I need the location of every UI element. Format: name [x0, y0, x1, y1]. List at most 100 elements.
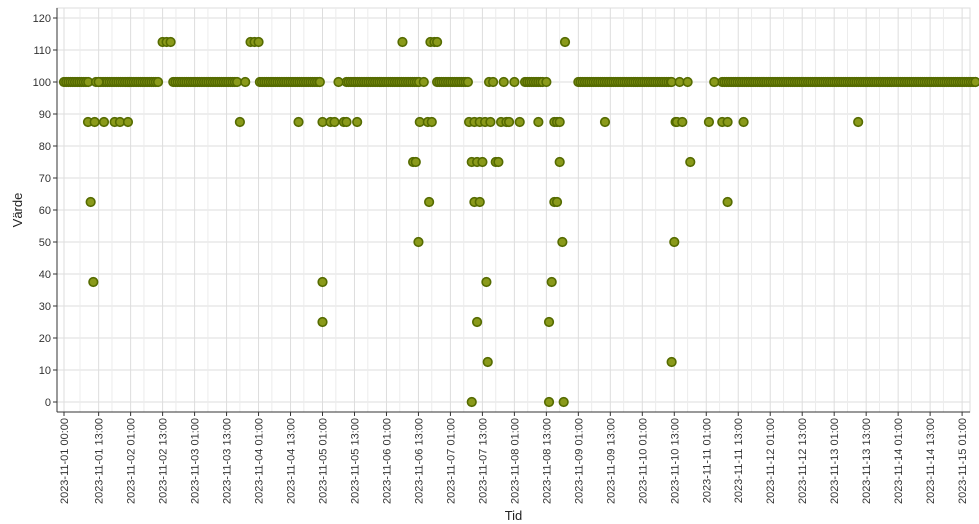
x-tick-label: 2023-11-06 01:00: [381, 418, 393, 504]
y-tick-label: 40: [39, 269, 51, 281]
y-tick-label: 0: [45, 397, 51, 409]
x-tick-label: 2023-11-10 13:00: [669, 418, 681, 504]
y-tick-label: 50: [39, 237, 51, 249]
x-tick-label: 2023-11-11 01:00: [701, 418, 713, 503]
y-tick-label: 120: [33, 13, 51, 25]
data-point: [666, 356, 677, 368]
x-tick-label: 2023-11-07 13:00: [477, 418, 489, 504]
x-tick-label: 2023-11-04 01:00: [254, 418, 266, 504]
data-point: [418, 76, 429, 88]
x-tick-label: 2023-11-02 13:00: [158, 418, 170, 504]
data-point: [709, 76, 720, 88]
x-tick-label: 2023-11-11 13:00: [733, 418, 745, 503]
y-tick-label: 10: [39, 365, 51, 377]
data-point: [599, 116, 611, 128]
y-tick-label: 90: [39, 109, 51, 121]
data-point: [722, 196, 733, 208]
x-tick-label: 2023-11-14 01:00: [893, 418, 905, 504]
x-tick-label: 2023-11-07 01:00: [445, 418, 457, 504]
data-point: [462, 76, 474, 88]
x-tick-label: 2023-11-06 13:00: [413, 418, 425, 504]
y-tick-label: 80: [39, 141, 51, 153]
data-point: [703, 116, 715, 128]
data-point: [498, 76, 509, 88]
y-tick-label: 70: [39, 173, 51, 185]
x-tick-label: 2023-11-09 13:00: [605, 418, 617, 504]
data-point: [482, 356, 493, 368]
data-point: [559, 36, 571, 48]
x-tick-label: 2023-11-14 13:00: [925, 418, 937, 504]
data-point: [152, 76, 164, 88]
baseline-series: [58, 76, 979, 88]
x-tick-label: 2023-11-08 13:00: [541, 418, 553, 504]
data-point: [682, 76, 693, 88]
data-point: [333, 76, 344, 88]
data-point: [466, 396, 477, 408]
x-tick-label: 2023-11-15 01:00: [957, 418, 969, 504]
axes: [53, 8, 970, 416]
data-point: [503, 116, 515, 128]
data-point: [314, 76, 325, 88]
data-point: [410, 156, 421, 168]
x-tick-label: 2023-11-02 01:00: [126, 418, 138, 504]
data-point: [89, 116, 100, 128]
data-point: [413, 236, 424, 248]
x-tick-label: 2023-11-08 01:00: [509, 418, 521, 504]
data-point: [554, 116, 565, 128]
data-point: [481, 276, 492, 288]
gridlines: [56, 7, 971, 413]
data-point: [546, 276, 557, 288]
x-tick-label: 2023-11-01 00:00: [59, 418, 71, 504]
data-points: [82, 36, 979, 408]
x-tick-label: 2023-11-12 13:00: [797, 418, 809, 504]
y-tick-labels: 0 10 20 30 40 50 60 70 80 90 100 110 120: [33, 13, 51, 409]
data-point: [165, 36, 176, 48]
data-point: [551, 196, 563, 208]
x-tick-label: 2023-11-03 01:00: [190, 418, 202, 504]
data-point: [669, 236, 680, 248]
data-point: [122, 116, 134, 128]
y-tick-label: 30: [39, 301, 51, 313]
data-point: [685, 156, 696, 168]
x-tick-label: 2023-11-04 13:00: [286, 418, 298, 504]
x-tick-label: 2023-11-05 13:00: [349, 418, 361, 504]
data-point: [558, 396, 569, 408]
x-tick-label: 2023-11-13 13:00: [861, 418, 873, 504]
data-point: [98, 116, 110, 128]
y-axis-title: Värde: [10, 193, 25, 228]
data-point: [554, 156, 565, 168]
data-point: [329, 116, 340, 128]
data-point: [88, 276, 99, 288]
data-point: [397, 36, 408, 48]
data-point: [541, 76, 552, 88]
data-point: [426, 116, 437, 128]
data-point: [293, 116, 304, 128]
data-point: [471, 316, 483, 328]
x-tick-label: 2023-11-09 01:00: [573, 418, 585, 504]
x-tick-label: 2023-11-13 01:00: [829, 418, 841, 504]
x-tick-label: 2023-11-03 13:00: [222, 418, 234, 504]
data-point: [853, 116, 864, 128]
data-point: [487, 76, 499, 88]
data-point: [509, 76, 520, 88]
data-point: [477, 156, 488, 168]
data-point: [253, 36, 264, 48]
x-tick-label: 2023-11-01 13:00: [94, 418, 106, 504]
data-point: [493, 156, 504, 168]
data-point: [432, 36, 443, 48]
data-point: [231, 76, 243, 88]
data-point: [85, 196, 96, 208]
data-point: [514, 116, 525, 128]
data-point: [240, 76, 251, 88]
data-point: [533, 116, 544, 128]
x-axis-title: Tid: [505, 508, 523, 523]
data-point: [543, 396, 555, 408]
x-tick-label: 2023-11-05 01:00: [318, 418, 330, 504]
data-point: [317, 316, 328, 328]
data-point: [970, 76, 979, 88]
data-point: [738, 116, 749, 128]
data-point: [485, 116, 496, 128]
x-tick-labels: 2023-11-01 00:00 2023-11-01 13:00 2023-11-…: [59, 418, 969, 504]
y-tick-label: 20: [39, 333, 51, 345]
